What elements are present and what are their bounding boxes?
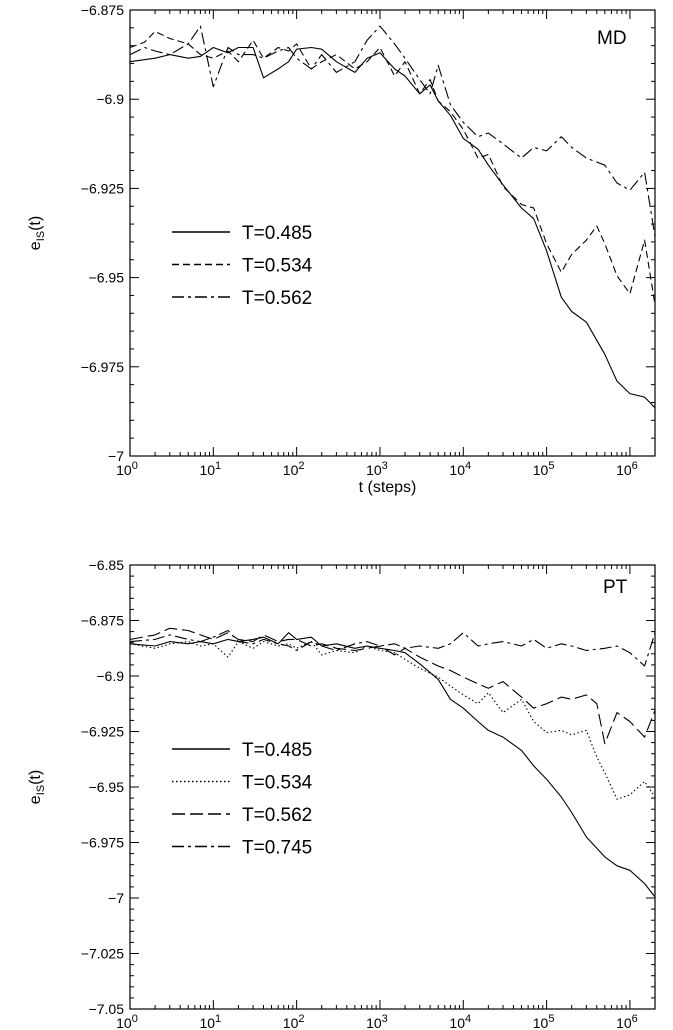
series-line-t-0_485 <box>129 632 656 898</box>
x-tick-label: 101 <box>199 460 221 478</box>
y-tick-label: −6.85 <box>89 557 125 573</box>
y-tick-label: −7 <box>108 448 124 464</box>
x-tick-label: 104 <box>449 1013 471 1030</box>
series-line-t-0_485 <box>129 46 656 409</box>
x-tick-label: 105 <box>533 460 555 478</box>
y-tick-label: −6.925 <box>81 180 124 196</box>
series-line-t-0_562 <box>129 25 656 237</box>
y-tick-label: −6.95 <box>89 779 125 795</box>
series-line-t-0_534 <box>129 641 656 800</box>
y-axis-title: eIS(t) <box>27 770 47 804</box>
series-line-t-0_745 <box>129 629 656 667</box>
panel-label: PT <box>603 577 628 598</box>
plot-frame <box>129 9 656 457</box>
y-axis-title: eIS(t) <box>27 216 47 250</box>
x-tick-label: 104 <box>449 460 471 478</box>
x-tick-label: 103 <box>366 1013 388 1030</box>
legend-label: T=0.534 <box>242 256 313 277</box>
legend-label: T=0.485 <box>242 223 312 244</box>
y-tick-label: −7 <box>108 890 124 906</box>
series-line-t-0_562 <box>129 627 656 745</box>
panel-pt: −6.85 −6.875 −6.9 −6.925 −6.95 −6.975 −7 −7.025… <box>27 557 656 1030</box>
y-tick-label: −6.875 <box>81 2 124 18</box>
y-tick-label: −6.875 <box>81 613 124 629</box>
y-tick-label: −6.95 <box>89 270 125 286</box>
x-tick-label: 100 <box>116 460 138 478</box>
y-tick-label: −6.9 <box>96 91 124 107</box>
x-tick-label: 103 <box>366 460 388 478</box>
y-tick-label: −6.925 <box>81 724 124 740</box>
y-tick-label: −7.025 <box>81 946 124 962</box>
y-tick-label: −6.975 <box>81 835 124 851</box>
x-tick-label: 105 <box>533 1013 555 1030</box>
plot-frame <box>129 564 656 1010</box>
x-axis-title: t (steps) <box>359 479 417 496</box>
y-tick-label: −6.975 <box>81 359 124 375</box>
legend-label: T=0.562 <box>242 288 312 309</box>
series-line-t-0_534 <box>129 30 656 305</box>
x-tick-label: 106 <box>616 460 638 478</box>
x-tick-label: 102 <box>283 1013 305 1030</box>
x-tick-label: 106 <box>616 1013 638 1030</box>
legend-label: T=0.562 <box>242 805 312 826</box>
x-tick-label: 101 <box>199 1013 221 1030</box>
y-tick-label: −6.9 <box>96 668 124 684</box>
legend-label: T=0.745 <box>242 838 312 859</box>
panel-label: MD <box>597 28 627 49</box>
x-tick-label: 102 <box>283 460 305 478</box>
legend-label: T=0.534 <box>242 773 313 794</box>
y-tick-label: −7.05 <box>89 1001 125 1017</box>
legend-label: T=0.485 <box>242 740 312 761</box>
x-tick-label: 100 <box>116 1013 138 1030</box>
